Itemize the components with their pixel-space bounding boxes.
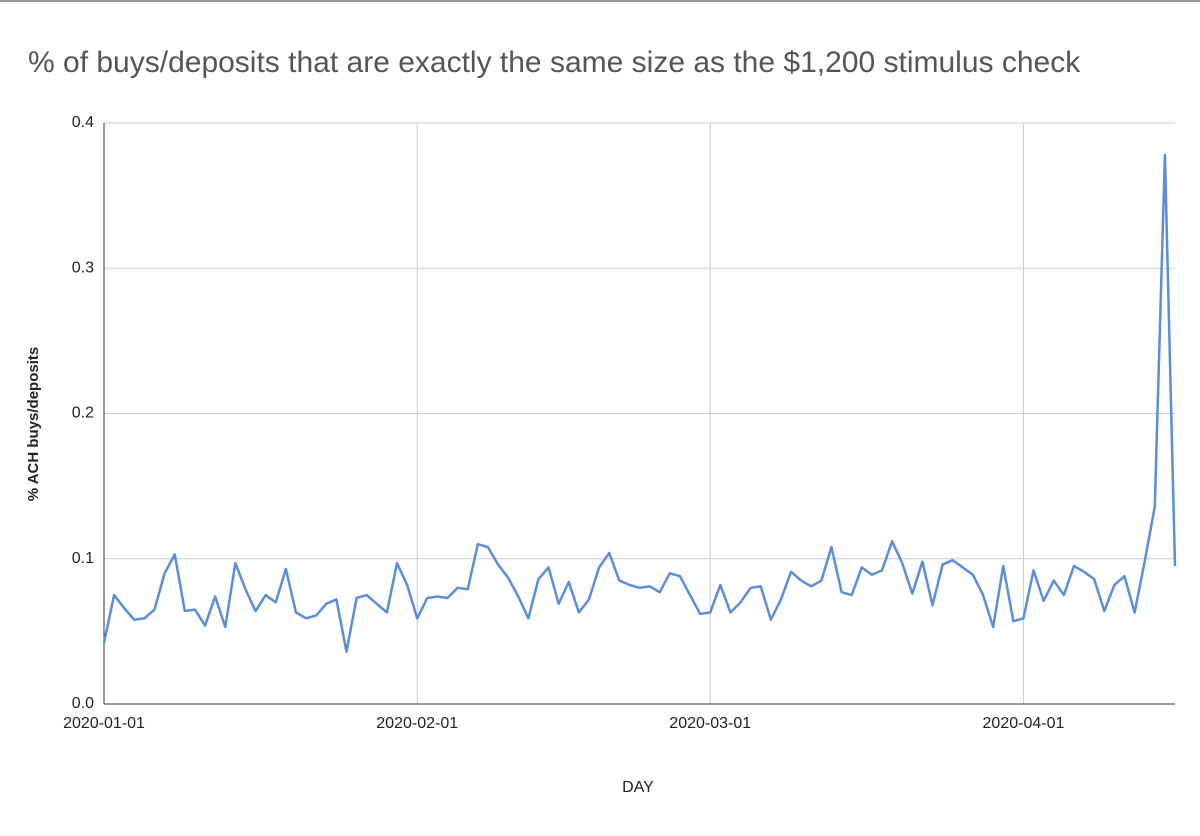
data-line — [102, 153, 1177, 653]
x-tick-label: 2020-01-01 — [63, 715, 145, 732]
x-tick-label: 2020-04-01 — [983, 715, 1065, 732]
y-tick-label: 0.2 — [72, 405, 94, 422]
y-axis-label: % ACH buys/deposits — [25, 347, 42, 501]
chart-title: % of buys/deposits that are exactly the … — [28, 46, 1081, 79]
x-tick-label: 2020-02-01 — [376, 715, 458, 732]
y-tick-label: 0.0 — [72, 695, 94, 712]
y-tick-label: 0.3 — [72, 259, 94, 276]
x-axis-label: DAY — [622, 779, 654, 796]
x-tick-label: 2020-03-01 — [669, 715, 751, 732]
y-tick-label: 0.4 — [72, 114, 94, 131]
y-tick-label: 0.1 — [72, 550, 94, 567]
